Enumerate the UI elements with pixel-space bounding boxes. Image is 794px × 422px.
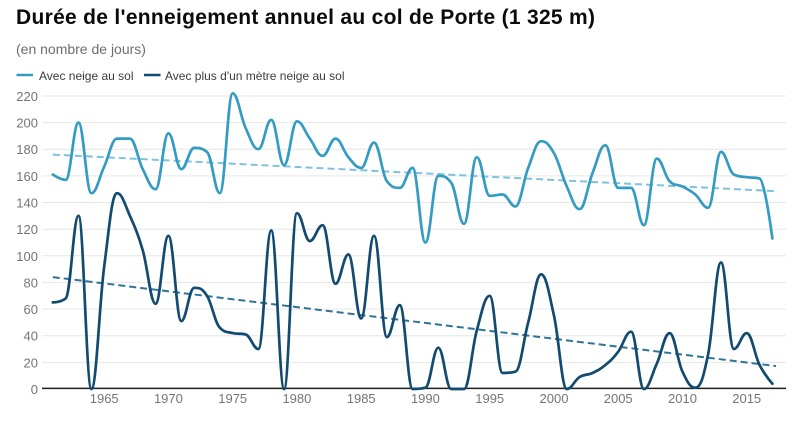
svg-text:1980: 1980 — [282, 391, 311, 406]
svg-text:2000: 2000 — [540, 391, 569, 406]
svg-text:1995: 1995 — [475, 391, 504, 406]
svg-text:Avec plus d'un mètre neige au: Avec plus d'un mètre neige au sol — [165, 69, 345, 83]
svg-text:40: 40 — [24, 329, 38, 344]
svg-text:180: 180 — [16, 142, 38, 157]
svg-text:220: 220 — [16, 89, 38, 104]
svg-text:1985: 1985 — [347, 391, 376, 406]
svg-text:20: 20 — [24, 355, 38, 370]
svg-text:2015: 2015 — [732, 391, 761, 406]
svg-text:200: 200 — [16, 116, 38, 131]
svg-text:1970: 1970 — [154, 391, 183, 406]
svg-text:100: 100 — [16, 249, 38, 264]
svg-text:2010: 2010 — [668, 391, 697, 406]
svg-text:0: 0 — [31, 382, 38, 397]
svg-text:1990: 1990 — [411, 391, 440, 406]
svg-text:1965: 1965 — [90, 391, 119, 406]
svg-text:Avec neige au sol: Avec neige au sol — [39, 69, 134, 83]
svg-text:120: 120 — [16, 222, 38, 237]
svg-text:2005: 2005 — [604, 391, 633, 406]
svg-text:60: 60 — [24, 302, 38, 317]
svg-text:160: 160 — [16, 169, 38, 184]
svg-text:1975: 1975 — [218, 391, 247, 406]
svg-text:140: 140 — [16, 196, 38, 211]
svg-text:80: 80 — [24, 275, 38, 290]
